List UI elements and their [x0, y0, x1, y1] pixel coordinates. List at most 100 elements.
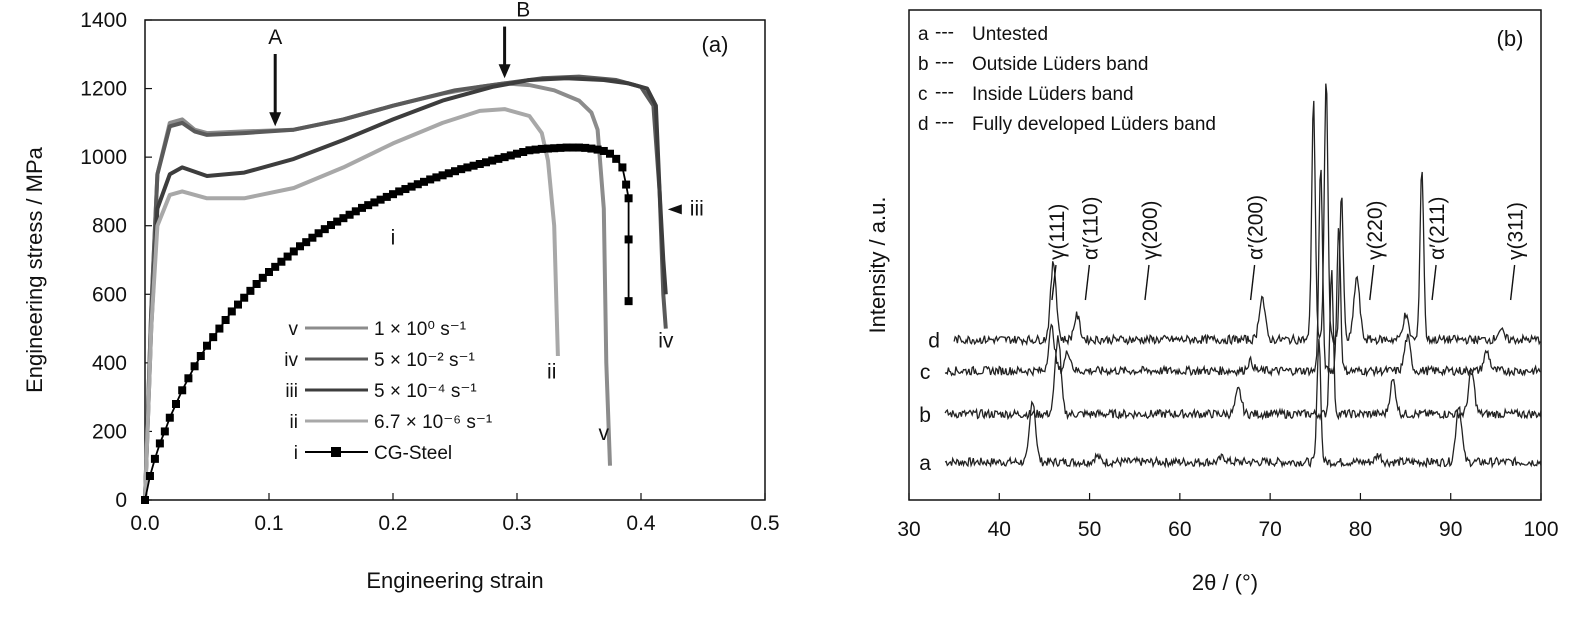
data-point-i: [320, 225, 329, 234]
data-point-i: [451, 167, 459, 176]
y-tick-label-a: 1400: [80, 9, 127, 32]
pattern-label-a: a: [919, 452, 931, 475]
panel-label-b: (b): [1497, 26, 1524, 51]
data-point-i: [314, 229, 323, 238]
peak-label-arrow: [1249, 264, 1256, 301]
y-tick-label-a: 0: [115, 489, 127, 512]
x-tick-label-b: 40: [988, 518, 1011, 541]
x-tick-label-a: 0.5: [750, 512, 779, 535]
xrd-pattern-d: [953, 83, 1541, 347]
y-tick-label-a: 200: [92, 420, 127, 443]
legend-sep-a: ---: [935, 22, 954, 43]
data-point-i: [407, 182, 416, 191]
annotation-A: A: [268, 26, 282, 49]
data-point-i: [339, 214, 348, 223]
data-point-i: [184, 374, 193, 383]
x-tick-label-b: 30: [897, 518, 920, 541]
xrd-pattern-a: [944, 338, 1541, 469]
legend-key-d: d: [918, 114, 929, 135]
y-axis-title-a: Engineering stress / MPa: [22, 146, 47, 393]
data-point-i: [389, 190, 397, 199]
annotation-arrowhead-iii: [667, 204, 682, 215]
pattern-label-b: b: [919, 404, 931, 427]
series-line-ii: [143, 107, 560, 501]
y-tick-label-a: 400: [92, 352, 127, 375]
legend-key-ii: ii: [290, 412, 298, 433]
data-point-i: [401, 185, 410, 194]
legend-label-ii: 6.7 × 10⁻⁶ s⁻¹: [374, 412, 492, 433]
y-tick-label-a: 1200: [80, 78, 127, 101]
data-point-i: [531, 145, 540, 154]
annotation-arrowhead-B: [498, 64, 511, 79]
data-point-i: [599, 146, 608, 155]
peak-label: α′(211): [1426, 196, 1449, 260]
data-point-i: [612, 154, 621, 163]
data-point-i: [141, 496, 149, 504]
annotation-ii: ii: [547, 360, 556, 383]
data-point-i: [513, 149, 521, 158]
data-point-i: [203, 341, 211, 350]
x-tick-label-a: 0.0: [130, 512, 159, 535]
data-point-i: [575, 143, 583, 152]
data-point-i: [444, 169, 453, 178]
data-point-i: [618, 163, 627, 172]
peak-label: γ(220): [1364, 200, 1387, 260]
legend-label-iv: 5 × 10⁻² s⁻¹: [374, 350, 475, 371]
peak-label: γ(311): [1505, 202, 1528, 260]
data-point-i: [562, 143, 571, 152]
series-line-iii: [143, 76, 668, 501]
peak-label-arrow: [1369, 264, 1375, 301]
peak-label: α′(110): [1079, 196, 1102, 260]
legend-label-i: CG-Steel: [374, 443, 452, 464]
data-point-i: [376, 195, 385, 204]
y-tick-label-a: 1000: [80, 146, 127, 169]
data-point-i: [308, 233, 317, 242]
data-point-i: [544, 144, 552, 153]
panel-a-stress-strain-chart: 0.0 0.1 0.2 0.3 0.4 0.5 0 200 400 600 800 1000 1200 1…: [22, 0, 780, 593]
data-point-i: [364, 201, 373, 210]
legend-key-a: a: [918, 24, 929, 45]
data-point-i: [550, 144, 559, 153]
peak-label-arrow: [1509, 264, 1516, 301]
peak-label: γ(111): [1046, 204, 1069, 260]
legend-key-i: i: [294, 443, 298, 464]
data-point-i: [432, 173, 441, 182]
data-point-i: [172, 400, 180, 408]
legend-label-iii: 5 × 10⁻⁴ s⁻¹: [374, 381, 477, 402]
legend-sep-d: ---: [935, 112, 954, 133]
data-point-i: [426, 175, 435, 184]
plot-frame-b: [908, 9, 1542, 501]
x-tick-label-b: 80: [1349, 518, 1372, 541]
peak-label: α′(200): [1245, 195, 1268, 260]
annotation-B: B: [516, 0, 530, 22]
panel-label-a: (a): [702, 32, 729, 57]
data-point-i: [420, 177, 428, 186]
data-point-i: [488, 156, 497, 165]
data-point-i: [438, 171, 447, 180]
data-point-i: [593, 145, 602, 154]
data-point-i: [246, 286, 255, 295]
legend-label-v: 1 × 10⁰ s⁻¹: [374, 319, 466, 340]
y-tick-label-a: 800: [92, 215, 127, 238]
data-point-i: [475, 160, 484, 168]
data-point-i: [624, 297, 633, 306]
data-point-i: [606, 149, 614, 158]
data-point-i: [271, 262, 280, 271]
legend-label-c: Inside Lüders band: [972, 84, 1134, 105]
x-axis-title-a: Engineering strain: [366, 568, 543, 593]
data-point-i: [190, 362, 199, 371]
legend-key-iii: iii: [285, 381, 298, 402]
legend-key-b: b: [918, 54, 929, 75]
x-tick-label-b: 70: [1258, 518, 1281, 541]
y-axis-title-b: Intensity / a.u.: [865, 197, 890, 334]
data-point-i: [395, 187, 404, 196]
x-tick-label-a: 0.3: [502, 512, 531, 535]
x-tick-label-b: 60: [1168, 518, 1191, 541]
legend-key-c: c: [918, 84, 928, 105]
xrd-pattern-b: [944, 270, 1541, 421]
data-point-i: [622, 180, 631, 189]
data-point-i: [252, 280, 261, 288]
data-point-i: [150, 454, 159, 463]
data-point-i: [587, 144, 596, 153]
peak-label-arrow: [1051, 264, 1057, 301]
